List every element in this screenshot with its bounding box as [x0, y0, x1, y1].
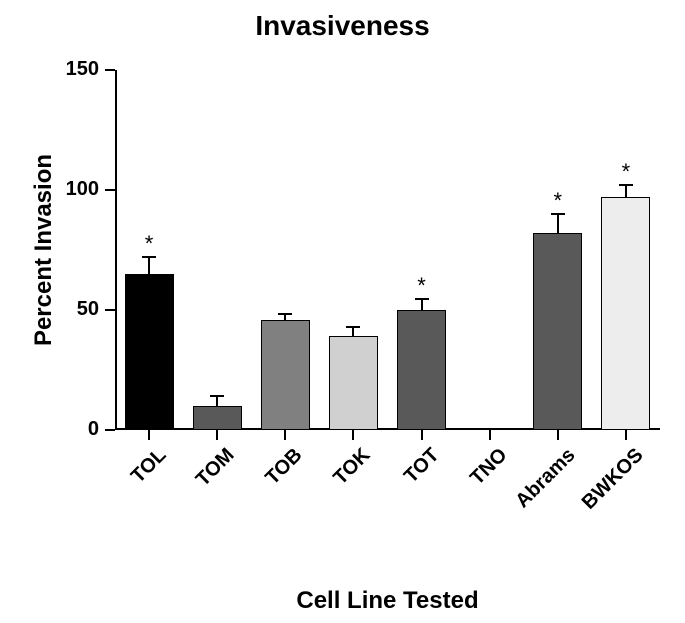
- plot-area: * * * *: [115, 70, 660, 430]
- invasiveness-bar-chart: Invasiveness Percent Invasion Cell Line …: [0, 0, 685, 623]
- x-tick: [489, 430, 491, 440]
- significance-marker: *: [622, 159, 631, 185]
- y-tick-label: 150: [66, 58, 99, 81]
- significance-marker: *: [145, 231, 154, 257]
- x-tick: [352, 430, 354, 440]
- x-tick: [421, 430, 423, 440]
- x-tick: [148, 430, 150, 440]
- bar-tob: [261, 320, 310, 430]
- significance-marker: *: [417, 273, 426, 299]
- y-tick-label: 50: [77, 298, 99, 321]
- y-tick-label: 0: [88, 418, 99, 441]
- x-tick: [557, 430, 559, 440]
- bar-tol: [125, 274, 174, 430]
- x-tick: [625, 430, 627, 440]
- x-tick: [284, 430, 286, 440]
- y-tick: [105, 69, 115, 71]
- y-tick: [105, 189, 115, 191]
- y-tick-label: 100: [66, 178, 99, 201]
- significance-marker: *: [554, 188, 563, 214]
- y-axis-label: Percent Invasion: [30, 135, 58, 365]
- y-tick: [105, 309, 115, 311]
- y-axis-line: [115, 70, 117, 430]
- bar-tok: [329, 336, 378, 430]
- x-tick: [216, 430, 218, 440]
- bar-abrams: [533, 233, 582, 430]
- bar-bwkos: [601, 197, 650, 430]
- chart-title: Invasiveness: [0, 10, 685, 42]
- bar-tot: [397, 310, 446, 430]
- bar-tom: [193, 406, 242, 430]
- y-tick: [105, 429, 115, 431]
